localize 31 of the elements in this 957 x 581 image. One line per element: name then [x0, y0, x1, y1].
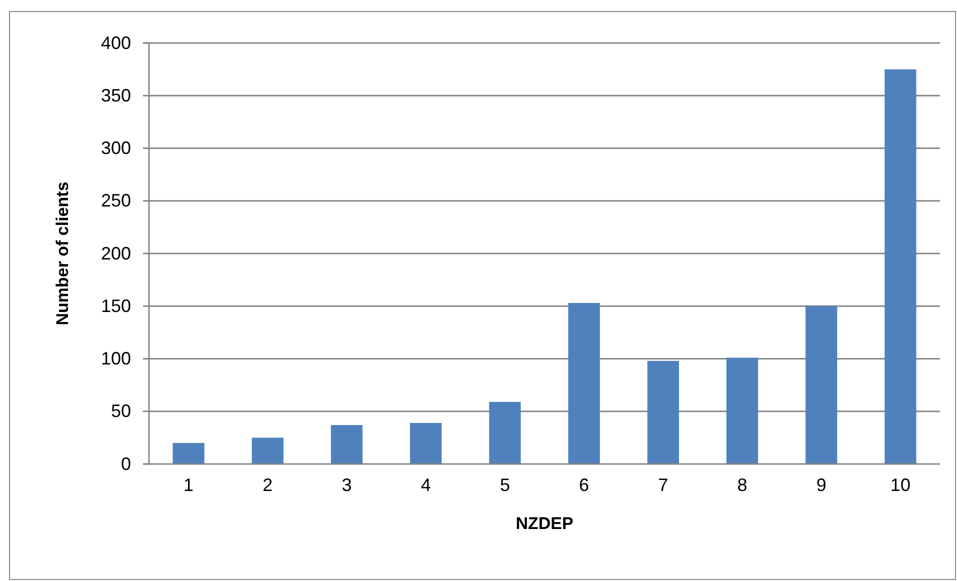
bar	[172, 442, 204, 464]
x-tick-label: 7	[658, 474, 668, 495]
y-tick-label: 50	[110, 401, 131, 422]
y-tick-label: 350	[100, 85, 131, 106]
x-tick-label: 2	[262, 474, 273, 495]
x-tick-label: 8	[737, 474, 748, 495]
y-tick-label: 400	[100, 32, 131, 53]
y-tick-label: 0	[120, 454, 131, 474]
bar	[489, 402, 521, 464]
x-tick-label: 9	[816, 474, 826, 495]
y-tick-label: 250	[100, 190, 131, 211]
x-tick-label: 4	[420, 474, 431, 495]
bar	[568, 302, 600, 464]
x-tick-label: 10	[890, 474, 910, 495]
x-axis-title: NZDEP	[516, 514, 574, 533]
y-tick-label: 200	[100, 243, 131, 264]
bar	[726, 358, 758, 464]
x-tick-label: 3	[342, 474, 352, 495]
x-tick-label: 1	[184, 474, 194, 495]
y-tick-label: 150	[100, 296, 131, 316]
y-axis-title: Number of clients	[53, 182, 72, 326]
x-tick-label: 6	[579, 474, 590, 495]
bar	[252, 438, 284, 464]
bar	[410, 422, 442, 464]
bar	[884, 69, 916, 464]
x-tick-label: 5	[500, 474, 510, 495]
y-tick-label: 300	[100, 138, 131, 158]
bar	[647, 360, 679, 464]
bar	[806, 306, 838, 464]
y-tick-label: 100	[100, 348, 131, 369]
bar	[330, 425, 363, 464]
